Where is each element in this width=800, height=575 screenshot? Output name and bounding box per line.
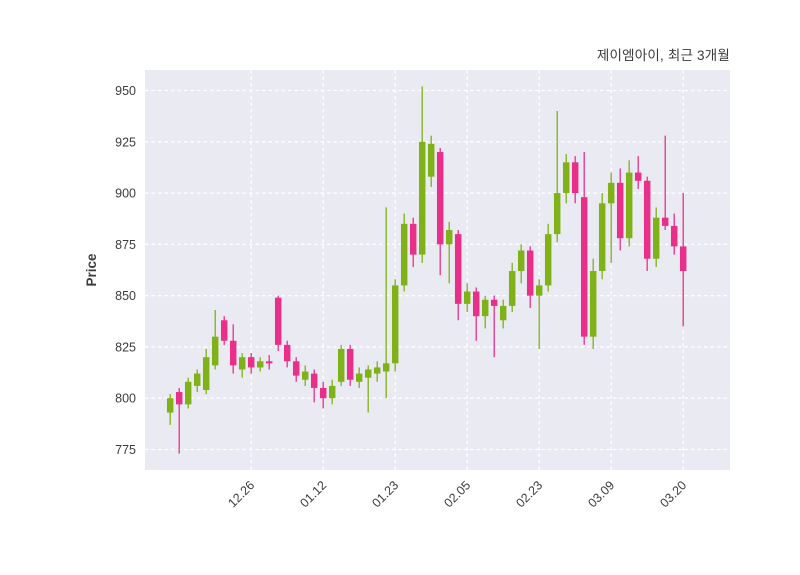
candle-body bbox=[490, 299, 498, 306]
candle-body bbox=[553, 193, 561, 235]
candle-body bbox=[517, 250, 525, 272]
y-tick-label: 775 bbox=[115, 443, 136, 457]
x-tick-label: 12.26 bbox=[225, 478, 257, 510]
candle-body bbox=[274, 297, 282, 345]
y-tick-label: 950 bbox=[115, 84, 136, 98]
candle-body bbox=[535, 285, 543, 296]
candle-body bbox=[193, 373, 201, 386]
candle-body bbox=[265, 361, 273, 364]
candle-body bbox=[382, 363, 390, 372]
candle-body bbox=[598, 203, 606, 272]
candle-body bbox=[634, 172, 642, 181]
x-tick-labels: 12.26 01.12 01.23 02.05 02.23 03.09 03.20 bbox=[225, 478, 689, 510]
candle-body bbox=[679, 246, 687, 272]
x-tick-label: 03.09 bbox=[585, 478, 617, 510]
candle-body bbox=[166, 398, 174, 413]
candle-body bbox=[184, 381, 192, 405]
candle-body bbox=[526, 250, 534, 296]
candle-body bbox=[220, 320, 228, 341]
candle-body bbox=[391, 285, 399, 364]
y-tick-label: 925 bbox=[115, 135, 136, 149]
candle-body bbox=[616, 182, 624, 239]
candle-body bbox=[571, 162, 579, 194]
y-tick-label: 800 bbox=[115, 392, 136, 406]
candle-body bbox=[319, 387, 327, 399]
plot-area bbox=[145, 70, 730, 470]
y-axis-label: Price bbox=[84, 253, 99, 287]
candle-body bbox=[256, 361, 264, 368]
candle-body bbox=[508, 271, 516, 306]
chart-title: 제이엠아이, 최근 3개월 bbox=[596, 48, 730, 63]
candle-body bbox=[427, 143, 435, 177]
candle-body bbox=[328, 385, 336, 399]
candle-body bbox=[643, 180, 651, 259]
y-tick-label: 875 bbox=[115, 238, 136, 252]
candle-body bbox=[463, 291, 471, 304]
candle-body bbox=[238, 357, 246, 370]
candle-body bbox=[445, 230, 453, 245]
candle-body bbox=[670, 225, 678, 247]
candle-body bbox=[202, 357, 210, 390]
candle-body bbox=[229, 340, 237, 366]
candle-body bbox=[454, 234, 462, 304]
candle-body bbox=[481, 299, 489, 317]
candle-body bbox=[409, 223, 417, 255]
x-tick-label: 01.23 bbox=[369, 478, 401, 510]
candle-body bbox=[499, 305, 507, 321]
candle-body bbox=[652, 217, 660, 259]
x-tick-label: 02.05 bbox=[441, 478, 473, 510]
candle-body bbox=[580, 197, 588, 337]
candle-body bbox=[346, 348, 354, 380]
x-tick-label: 01.12 bbox=[297, 478, 329, 510]
x-tick-label: 03.20 bbox=[657, 478, 689, 510]
candles bbox=[166, 86, 687, 454]
candle-body bbox=[364, 369, 372, 378]
y-tick-labels: 775 800 825 850 875 900 925 950 bbox=[115, 84, 136, 457]
candle-body bbox=[472, 291, 480, 317]
candle-body bbox=[661, 217, 669, 226]
candle-body bbox=[337, 348, 345, 382]
candle-body bbox=[400, 223, 408, 286]
candle-body bbox=[301, 371, 309, 380]
candle-body bbox=[283, 344, 291, 362]
candle-body bbox=[211, 336, 219, 366]
candle-body bbox=[562, 162, 570, 194]
candle-body bbox=[355, 373, 363, 382]
y-tick-label: 900 bbox=[115, 187, 136, 201]
y-tick-label: 825 bbox=[115, 340, 136, 354]
candle-body bbox=[247, 357, 255, 368]
candle-body bbox=[544, 234, 552, 286]
candle-body bbox=[292, 361, 300, 376]
x-tick-label: 02.23 bbox=[513, 478, 545, 510]
candle-body bbox=[175, 392, 183, 405]
y-tick-label: 850 bbox=[115, 289, 136, 303]
candle-body bbox=[310, 373, 318, 388]
candle-body bbox=[373, 367, 381, 374]
candle-body bbox=[625, 172, 633, 239]
candle-body bbox=[607, 182, 615, 204]
candle-body bbox=[436, 152, 444, 245]
candle-body bbox=[418, 141, 426, 255]
candle-body bbox=[589, 271, 597, 337]
